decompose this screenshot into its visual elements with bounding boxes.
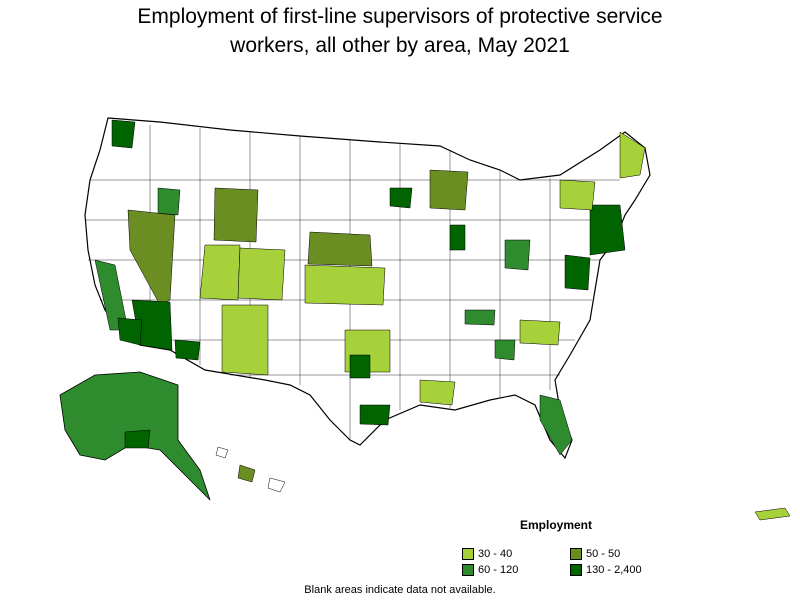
legend-item-60-120: 60 - 120	[462, 564, 570, 576]
area-carolinas	[519, 319, 561, 346]
area-ohio	[504, 239, 531, 271]
area-idaho	[157, 187, 181, 216]
area-new-mexico	[221, 304, 269, 376]
area-colorado	[237, 247, 286, 301]
area-utah	[199, 244, 241, 301]
map-title: Employment of first-line supervisors of …	[0, 2, 800, 60]
area-tennessee	[464, 309, 496, 326]
footnote: Blank areas indicate data not available.	[304, 584, 496, 596]
area-dc-balt	[564, 254, 591, 291]
area-atlanta	[494, 339, 516, 361]
title-line-2: workers, all other by area, May 2021	[230, 34, 570, 57]
area-houston	[359, 404, 391, 426]
legend-label: 130 - 2,400	[586, 564, 642, 576]
area-minnesota-metro	[389, 187, 413, 209]
area-kansas	[304, 264, 386, 306]
area-northeast	[589, 204, 626, 256]
legend-title: Employment	[520, 518, 593, 532]
area-chicago	[449, 224, 466, 251]
legend-label: 30 - 40	[478, 548, 513, 560]
legend-item-130-2400: 130 - 2,400	[570, 564, 670, 576]
area-wisconsin	[429, 169, 469, 211]
legend-swatch	[570, 548, 582, 560]
area-nebraska	[307, 231, 373, 267]
hawaii	[215, 446, 286, 493]
legend-swatch	[570, 564, 582, 576]
legend-label: 50 - 50	[586, 548, 621, 560]
legend-swatch	[462, 548, 474, 560]
legend-label: 60 - 120	[478, 564, 519, 576]
area-phoenix	[174, 339, 201, 361]
area-la	[117, 317, 143, 346]
employment-areas	[94, 119, 646, 456]
area-ny	[559, 179, 596, 211]
title-line-1: Employment of first-line supervisors of …	[137, 5, 663, 28]
area-dallas	[349, 354, 371, 379]
legend-swatch	[462, 564, 474, 576]
area-wyoming	[213, 187, 259, 243]
area-florida	[539, 394, 573, 456]
legend-item-50-50: 50 - 50	[570, 548, 670, 560]
map-legend: Employment 30 - 40 50 - 50 60 - 120 130 …	[462, 518, 682, 576]
puerto-rico	[754, 507, 791, 521]
area-louisiana	[419, 379, 456, 406]
area-seattle	[111, 119, 136, 149]
area-maine	[619, 131, 646, 179]
alaska-anchorage	[124, 429, 151, 449]
legend-item-30-40: 30 - 40	[462, 548, 570, 560]
